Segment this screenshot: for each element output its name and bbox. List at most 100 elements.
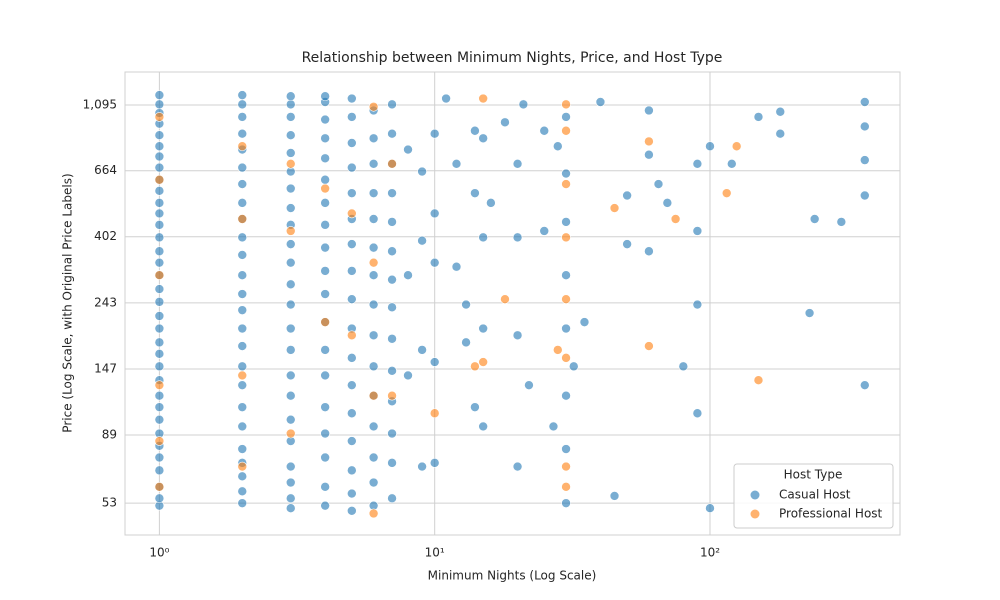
points <box>154 90 870 519</box>
point <box>347 208 357 219</box>
point <box>478 232 488 243</box>
point <box>451 158 462 169</box>
point <box>512 330 523 341</box>
point <box>539 125 550 136</box>
point <box>285 477 296 488</box>
point <box>692 158 703 169</box>
point <box>154 220 165 230</box>
point <box>237 471 248 482</box>
point <box>320 220 330 230</box>
point <box>804 308 815 318</box>
point <box>461 337 471 348</box>
point <box>387 428 397 439</box>
point <box>561 444 571 454</box>
point <box>154 186 165 196</box>
point <box>859 97 870 107</box>
x-tick-label: 10⁰ <box>149 546 169 560</box>
point <box>285 428 296 439</box>
y-tick-label: 664 <box>94 163 117 177</box>
point <box>387 99 397 110</box>
point <box>552 345 563 355</box>
point <box>644 341 654 351</box>
point <box>237 214 248 224</box>
point <box>429 458 440 468</box>
point <box>595 97 606 107</box>
point <box>285 370 296 381</box>
point <box>285 461 296 472</box>
point <box>285 99 296 110</box>
point <box>154 390 165 401</box>
point <box>368 361 379 372</box>
point <box>387 246 397 257</box>
point <box>347 266 357 276</box>
point <box>320 317 330 327</box>
point <box>285 323 296 334</box>
point <box>154 90 165 100</box>
point <box>368 330 379 341</box>
point <box>154 141 165 152</box>
point <box>285 203 296 213</box>
point <box>451 261 462 272</box>
point <box>403 144 413 155</box>
point <box>237 380 248 390</box>
point <box>320 133 330 144</box>
point <box>561 168 571 179</box>
point <box>368 188 379 198</box>
chart-title: Relationship between Minimum Nights, Pri… <box>302 50 723 66</box>
point <box>320 289 330 299</box>
point <box>347 188 357 198</box>
legend-box <box>733 463 894 529</box>
point <box>368 242 379 253</box>
point <box>347 162 357 173</box>
point <box>154 311 165 321</box>
point <box>561 353 571 363</box>
point <box>347 138 357 148</box>
point <box>368 299 379 310</box>
point <box>237 112 248 122</box>
point <box>478 323 488 334</box>
point <box>561 217 571 227</box>
point <box>237 461 248 472</box>
point <box>237 90 248 100</box>
point <box>154 452 165 463</box>
point <box>237 323 248 334</box>
y-tick-label: 147 <box>94 362 117 376</box>
point <box>486 198 496 208</box>
point <box>653 179 664 189</box>
point <box>237 99 248 110</box>
point <box>154 174 165 185</box>
point <box>387 158 397 169</box>
point <box>347 408 357 419</box>
point <box>285 183 296 194</box>
point <box>347 380 357 390</box>
point <box>154 493 165 504</box>
point <box>644 105 654 116</box>
point <box>368 508 379 519</box>
point <box>417 166 427 177</box>
point <box>387 493 397 504</box>
point <box>470 361 480 372</box>
point <box>609 491 620 501</box>
point <box>154 361 165 372</box>
point <box>347 465 357 476</box>
point <box>678 361 689 372</box>
legend-title: Host Type <box>784 468 843 482</box>
point <box>512 461 523 472</box>
y-tick-label: 89 <box>102 427 117 441</box>
point <box>561 482 571 492</box>
point <box>320 91 330 102</box>
point <box>662 198 673 208</box>
point <box>548 421 559 432</box>
point <box>285 112 296 122</box>
point <box>347 330 357 341</box>
point <box>347 506 357 516</box>
point <box>561 294 571 304</box>
point <box>539 226 550 236</box>
point <box>154 297 165 307</box>
x-tick-label: 10¹ <box>425 546 445 560</box>
point <box>387 217 397 227</box>
point <box>320 266 330 276</box>
point <box>524 380 534 390</box>
point <box>368 477 379 488</box>
point <box>692 408 703 419</box>
